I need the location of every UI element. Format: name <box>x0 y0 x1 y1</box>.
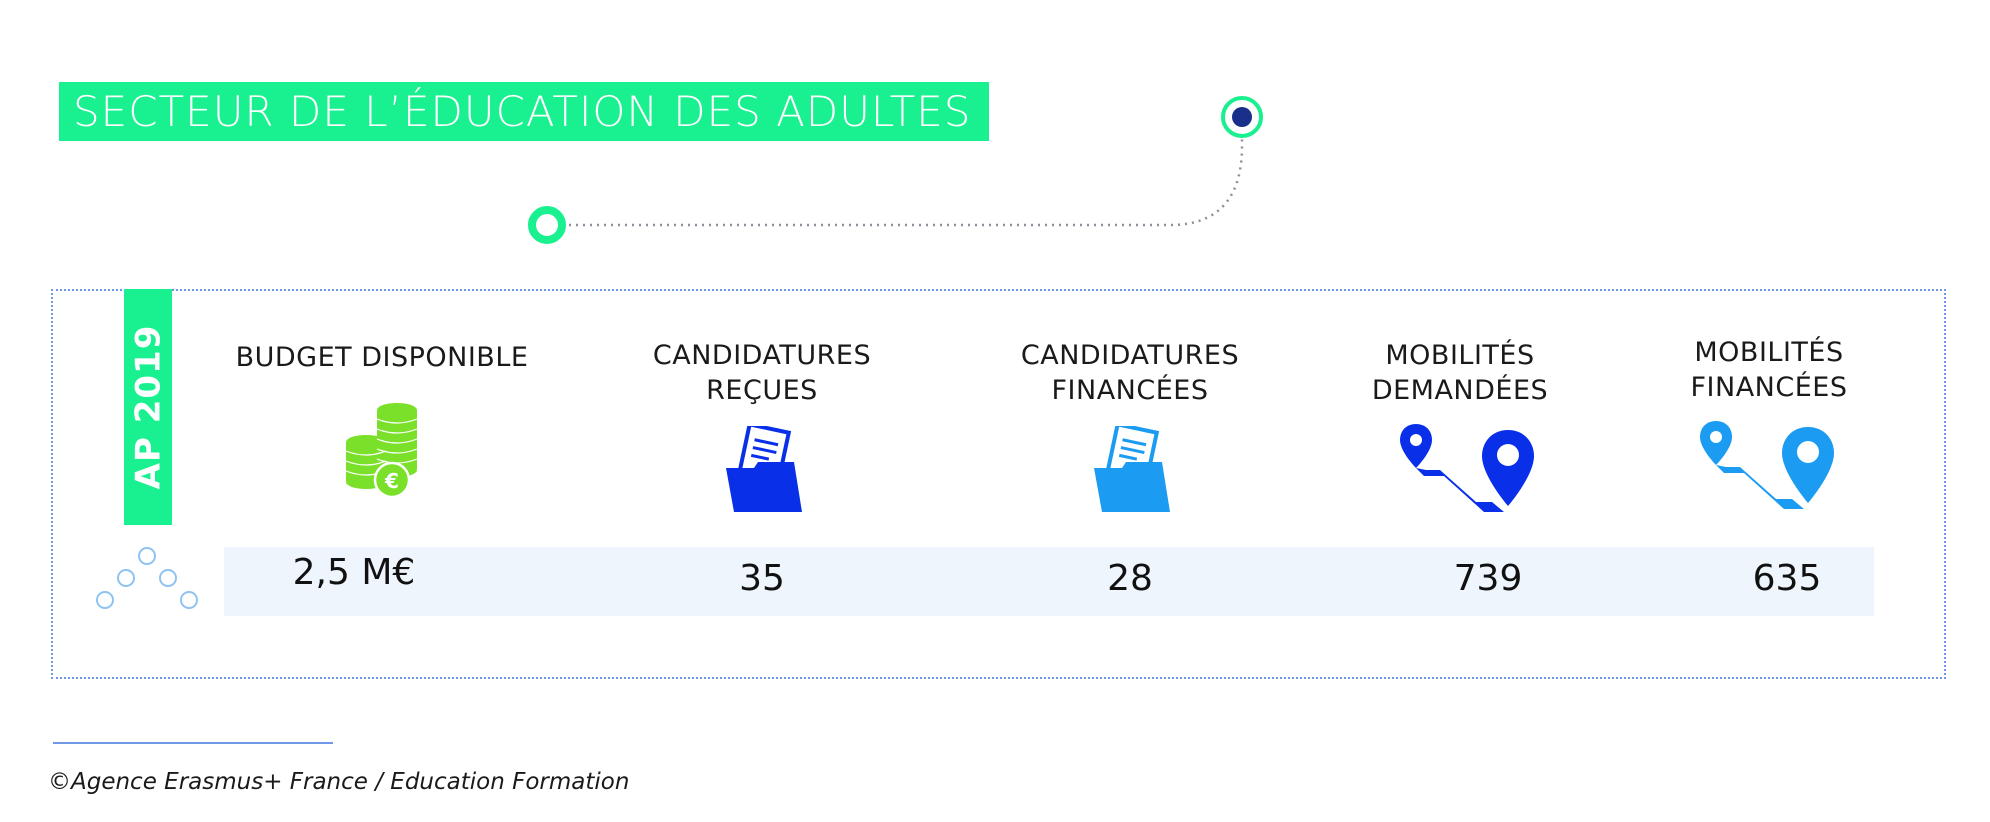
svg-text:€: € <box>384 469 399 493</box>
stat-label-line2: FINANCÉES <box>1051 375 1209 406</box>
coins-euro-icon: € <box>345 403 418 499</box>
stat-value: 28 <box>1107 558 1153 599</box>
start-circle-icon <box>528 206 566 244</box>
section-title: SECTEUR DE L’ÉDUCATION DES ADULTES <box>73 87 972 136</box>
stat-value: 635 <box>1752 558 1822 599</box>
stat-label: MOBILITÉS DEMANDÉES <box>1290 338 1630 408</box>
stat-label-line1: BUDGET DISPONIBLE <box>235 342 529 373</box>
stat-label-line2: FINANCÉES <box>1690 372 1848 403</box>
footer-divider <box>53 742 333 744</box>
values-band <box>224 547 1874 616</box>
stat-label-line1: CANDIDATURES <box>652 340 872 371</box>
end-dot-icon <box>1232 107 1252 127</box>
stat-label: MOBILITÉS FINANCÉES <box>1599 335 1939 405</box>
year-band: AP 2019 <box>124 289 172 525</box>
credit-text: ©Agence Erasmus+ France / Education Form… <box>48 769 630 795</box>
stat-label-line2: DEMANDÉES <box>1371 375 1549 406</box>
stat-label: CANDIDATURES REÇUES <box>592 338 932 408</box>
statistics-panel <box>51 289 1946 679</box>
stat-value: 35 <box>739 558 785 599</box>
map-pins-route-icon <box>1400 424 1534 512</box>
folder-documents-icon <box>1094 426 1170 512</box>
stat-label-line2: REÇUES <box>706 375 818 406</box>
stat-value: 739 <box>1453 558 1523 599</box>
stat-value: 2,5 M€ <box>292 552 416 593</box>
stat-label-line1: MOBILITÉS <box>1694 337 1844 368</box>
stat-label: BUDGET DISPONIBLE <box>212 340 552 375</box>
decorative-circles-icon <box>96 547 198 609</box>
end-ring-icon <box>1221 96 1263 138</box>
stat-label-line1: CANDIDATURES <box>1020 340 1240 371</box>
stat-label-line1: MOBILITÉS <box>1385 340 1535 371</box>
section-title-banner: SECTEUR DE L’ÉDUCATION DES ADULTES <box>59 82 989 141</box>
year-label: AP 2019 <box>128 324 169 490</box>
map-pins-route-icon <box>1700 421 1834 509</box>
stat-label: CANDIDATURES FINANCÉES <box>960 338 1300 408</box>
folder-documents-icon <box>726 426 802 512</box>
